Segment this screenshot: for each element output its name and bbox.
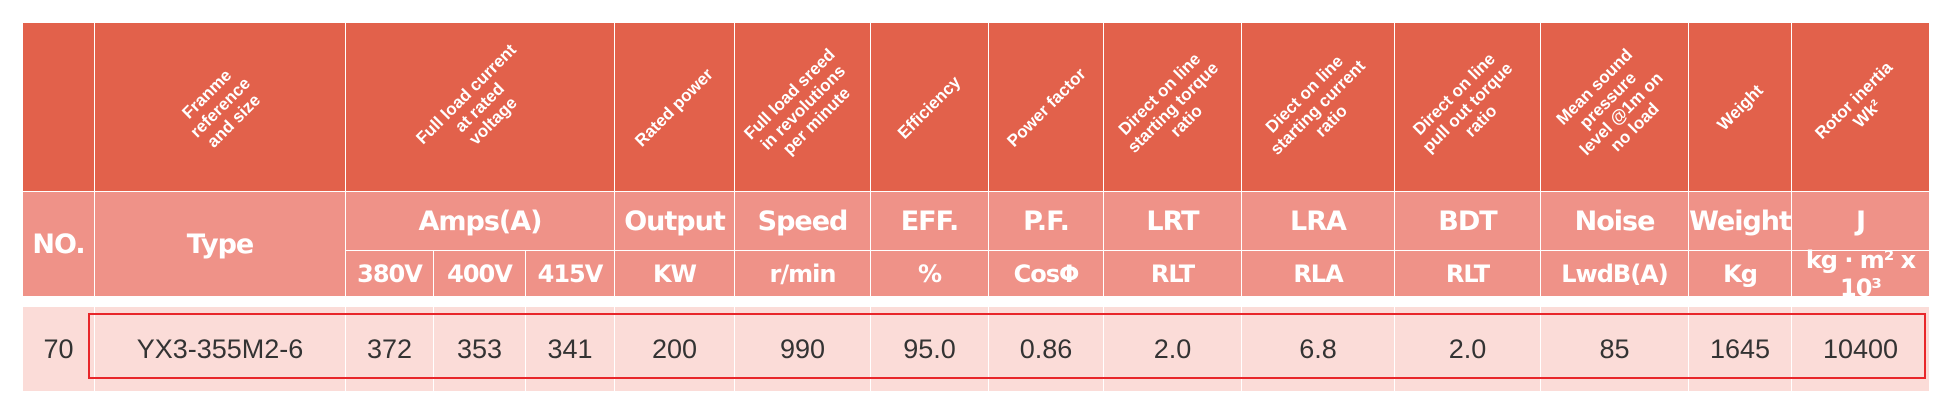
column-label: Speed (735, 192, 871, 251)
rotated-header: Power factor (1003, 64, 1089, 150)
header-line: Rated power (631, 64, 718, 150)
column-unit: 415V (526, 251, 615, 297)
column-label: Weight (1689, 192, 1792, 251)
column-header: Direct on line pull out torque ratio (1395, 23, 1541, 192)
column-label: LRT (1104, 192, 1242, 251)
column-header: Weight (1689, 23, 1792, 192)
rotated-header: Full load sreed in revolutions per minute (740, 44, 865, 169)
column-header: Diect on line starting current ratio (1242, 23, 1395, 192)
column-unit: 380V (346, 251, 434, 297)
column-header: Rotor inertia Wk² (1792, 23, 1930, 192)
column-unit: RLA (1242, 251, 1395, 297)
column-header: Franme reference and size (95, 23, 346, 192)
column-unit: 400V (434, 251, 526, 297)
column-unit: kg · m² x 10³ (1792, 246, 1930, 302)
rotated-header: Efficiency (894, 72, 964, 142)
rotated-header: Rated power (632, 64, 718, 150)
column-header: Rated power (615, 23, 735, 192)
column-unit: r/min (735, 251, 871, 297)
rotated-header: Weight (1713, 80, 1766, 133)
column-header: Direct on line starting torque ratio (1104, 23, 1242, 192)
column-unit: RLT (1395, 251, 1541, 297)
column-header: Mean sound pressure level @1m on no load (1541, 23, 1689, 192)
rotated-header: Direct on line pull out torque ratio (1405, 45, 1529, 169)
column-label: EFF. (871, 192, 989, 251)
column-unit: RLT (1104, 251, 1242, 297)
column-header: Power factor (989, 23, 1104, 192)
rotated-header: Mean sound pressure level @1m on no load (1549, 42, 1680, 173)
column-label: P.F. (989, 192, 1104, 251)
column-unit: LwdB(A) (1541, 251, 1689, 297)
rotated-header: Full load current at rated voltage (413, 40, 547, 174)
column-header: Full load current at rated voltage (346, 23, 615, 192)
column-label: LRA (1242, 192, 1395, 251)
rotated-header: Franme reference and size (173, 60, 267, 154)
rotated-header: Diect on line starting current ratio (1253, 42, 1382, 171)
column-label: Type (95, 192, 346, 297)
header-line: Power factor (1002, 63, 1090, 151)
rotated-header: Rotor inertia Wk² (1811, 58, 1909, 156)
column-label: Amps(A) (346, 192, 615, 251)
highlight-box (88, 313, 1926, 379)
data-cell: 70 (23, 307, 95, 392)
column-label: BDT (1395, 192, 1541, 251)
column-header: Full load sreed in revolutions per minute (735, 23, 871, 192)
column-unit: % (871, 251, 989, 297)
header-line: Efficiency (894, 71, 965, 143)
column-label: J (1792, 192, 1930, 251)
column-unit: Kg (1689, 251, 1792, 297)
column-label: Noise (1541, 192, 1689, 251)
column-header: Efficiency (871, 23, 989, 192)
column-label: Output (615, 192, 735, 251)
header-corner (23, 23, 95, 192)
column-unit: CosΦ (989, 251, 1104, 297)
column-unit: KW (615, 251, 735, 297)
rotated-header: Direct on line starting torque ratio (1110, 44, 1235, 169)
column-label: NO. (23, 192, 95, 297)
header-line: Weight (1713, 80, 1767, 134)
